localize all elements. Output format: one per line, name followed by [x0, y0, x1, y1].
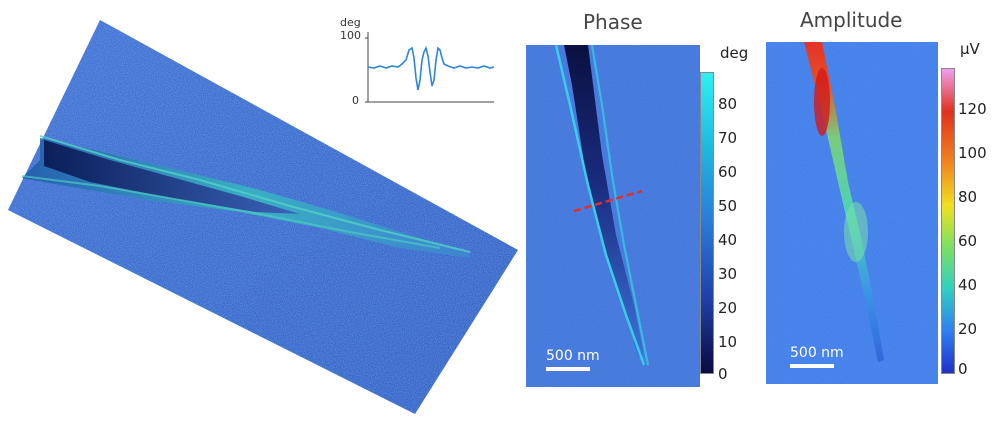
phase-map [526, 45, 700, 387]
phase-scalebar-label: 500 nm [546, 348, 600, 364]
trench-feature [44, 140, 300, 214]
amplitude-tick: 100 [958, 144, 987, 162]
phase-scalebar [546, 367, 590, 371]
amplitude-map [766, 42, 938, 384]
amplitude-scalebar [790, 364, 834, 368]
phase-tick: 30 [718, 265, 738, 283]
phase-crack-core [564, 45, 644, 357]
amplitude-colorbar [941, 68, 955, 374]
inset-phase-profile [367, 45, 495, 91]
phase-tick: 0 [718, 365, 728, 383]
phase-tick: 50 [718, 197, 738, 215]
amplitude-tick: 40 [958, 276, 978, 294]
phase-colorbar-unit: deg [720, 44, 749, 62]
inset-ytick-bottom: 0 [352, 94, 359, 107]
amplitude-title: Amplitude [800, 8, 903, 32]
amplitude-tick: 80 [958, 188, 978, 206]
inset-ylabel: deg [340, 16, 361, 29]
phase-colorbar [700, 72, 714, 374]
surface-3d-render [8, 20, 518, 414]
inset-ytick-top: 100 [340, 29, 361, 42]
amplitude-tick: 60 [958, 232, 978, 250]
amplitude-crack-signal [804, 42, 884, 362]
profile-line-marker [573, 189, 643, 213]
amplitude-colorbar-unit: µV [960, 40, 980, 58]
amplitude-tick: 0 [958, 360, 968, 378]
phase-tick: 70 [718, 129, 738, 147]
phase-tick: 80 [718, 95, 738, 113]
phase-tick: 40 [718, 231, 738, 249]
phase-tick: 20 [718, 299, 738, 317]
phase-tick: 10 [718, 333, 738, 351]
inset-line-plot [365, 32, 495, 103]
amplitude-tick: 120 [958, 100, 987, 118]
amplitude-tick: 20 [958, 320, 978, 338]
phase-tick: 60 [718, 163, 738, 181]
amplitude-scalebar-label: 500 nm [790, 345, 844, 361]
phase-title: Phase [583, 10, 643, 34]
